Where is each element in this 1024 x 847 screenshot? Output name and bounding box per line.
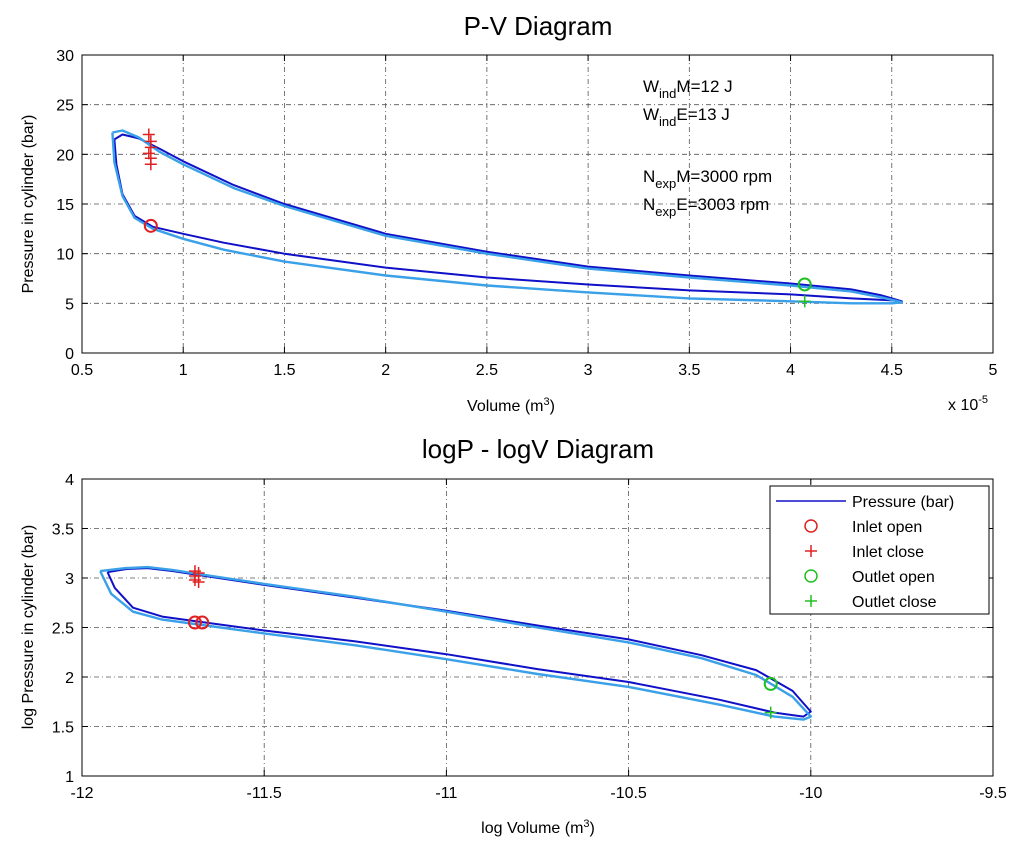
x-tick-label: 1.5 (273, 362, 295, 379)
x-tick-label: 5 (989, 362, 998, 379)
x-tick-label: -11 (435, 785, 457, 802)
legend-label: Outlet open (852, 569, 935, 586)
y-tick-label: 30 (56, 48, 74, 65)
pv-grid (82, 55, 993, 353)
x-tick-label: 2.5 (476, 362, 498, 379)
series-line (106, 567, 812, 718)
marker-plus (798, 295, 811, 308)
y-tick-label: 3.5 (52, 522, 74, 539)
x-tick-label: 1 (179, 362, 188, 379)
marker-plus (144, 141, 157, 154)
marker-circle (797, 277, 812, 292)
y-tick-label: 1 (65, 769, 74, 786)
pv-x-multiplier: x 10-5 (948, 394, 988, 414)
series-line (99, 565, 812, 721)
y-tick-label: 0 (65, 346, 74, 363)
x-tick-label: 3.5 (678, 362, 700, 379)
legend-plus-swatch (805, 595, 817, 607)
marker-plus (142, 147, 155, 160)
logpv-chart: logP - logV Diagram -12 -11.5 -11 -10.5 -10-… (20, 434, 1007, 837)
marker-plus (764, 706, 777, 719)
pv-chart: P-V Diagram 0.5 1 1.5 2 2.5 3 3.5 4 4.5 5 0 5 10 15 20… (20, 11, 998, 415)
x-tick-label: 4.5 (881, 362, 903, 379)
x-tick-label: 2 (381, 362, 390, 379)
logpv-series (99, 565, 812, 721)
logpv-x-axis-label: log Volume (m3) (481, 818, 595, 837)
pv-chart-title: P-V Diagram (464, 11, 613, 41)
x-tick-label: -10.5 (610, 785, 647, 802)
legend-plus-swatch (805, 545, 817, 557)
y-tick-label: 3 (65, 571, 74, 588)
logpv-chart-title: logP - logV Diagram (422, 434, 654, 464)
legend-circle-swatch (804, 519, 818, 533)
x-tick-label: -12 (70, 785, 93, 802)
x-tick-label: 3 (584, 362, 593, 379)
x-tick-label: 4 (786, 362, 795, 379)
marker-circle (763, 676, 778, 691)
pv-annotation-w-ind-m: WindM=12 J (643, 77, 733, 101)
legend-label: Pressure (bar) (852, 494, 954, 511)
marker-plus (142, 128, 155, 141)
marker-circle (187, 615, 202, 630)
y-tick-label: 2.5 (52, 621, 74, 638)
pv-annotation-n-exp-m: NexpM=3000 rpm (643, 167, 772, 191)
pv-x-axis-label: Volume (m3) (467, 396, 555, 415)
y-tick-label: 20 (56, 147, 74, 164)
y-tick-label: 1.5 (52, 720, 74, 737)
legend-box (769, 485, 990, 615)
marker-circle (143, 218, 158, 233)
pv-ticks: 0.5 1 1.5 2 2.5 3 3.5 4 4.5 5 0 5 10 15 20 25 30 (56, 48, 997, 379)
y-tick-label: 2 (65, 670, 74, 687)
y-tick-label: 5 (65, 296, 74, 313)
pv-annotation-w-ind-e: WindE=13 J (643, 105, 730, 129)
x-tick-label: 0.5 (71, 362, 93, 379)
legend-circle-swatch (804, 569, 818, 583)
series-line (113, 133, 903, 303)
legend-label: Inlet close (852, 544, 924, 561)
x-tick-label: -9.5 (979, 785, 1007, 802)
marker-plus (192, 575, 205, 588)
marker-circle (195, 615, 210, 630)
logpv-markers (187, 565, 778, 719)
logpv-legend: Pressure (bar) Inlet open Inlet close Outle… (769, 485, 990, 615)
y-tick-label: 15 (56, 197, 74, 214)
marker-plus (144, 158, 157, 171)
logpv-y-axis-label: log Pressure in cylinder (bar) (20, 525, 37, 730)
y-tick-label: 4 (65, 472, 74, 489)
series-line (111, 129, 904, 305)
logpv-ticks: -12 -11.5 -11 -10.5 -10 -9.5 1 1.5 2 2.5 3 3.5 4 (52, 472, 1007, 802)
pv-y-axis-label: Pressure in cylinder (bar) (20, 115, 37, 294)
pv-series (111, 129, 904, 305)
pv-annotation-n-exp-e: NexpE=3003 rpm (643, 195, 769, 219)
legend-label: Outlet close (852, 594, 937, 611)
pv-markers (142, 128, 812, 308)
legend-label: Inlet open (852, 519, 922, 536)
x-tick-label: -11.5 (247, 785, 282, 802)
y-tick-label: 25 (56, 98, 74, 115)
y-tick-label: 10 (56, 247, 74, 264)
x-tick-label: -10 (799, 785, 822, 802)
pv-annotations: WindM=12 J WindE=13 J NexpM=3000 rpm Nex… (643, 77, 772, 219)
